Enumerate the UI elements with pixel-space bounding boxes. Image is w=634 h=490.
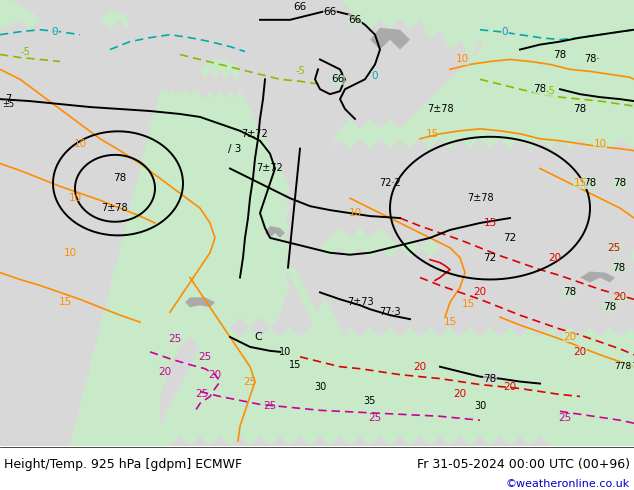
Text: 20: 20 — [413, 362, 427, 372]
Text: 72·2: 72·2 — [379, 178, 401, 188]
Text: 0: 0 — [372, 72, 378, 81]
Text: 15: 15 — [289, 360, 301, 370]
Text: 10: 10 — [593, 139, 607, 148]
Text: 15: 15 — [443, 317, 456, 327]
Polygon shape — [70, 89, 290, 446]
Text: 20: 20 — [614, 293, 626, 302]
Polygon shape — [330, 0, 634, 148]
Text: 7±78: 7±78 — [427, 104, 453, 114]
Text: 7±72: 7±72 — [242, 129, 268, 139]
Text: 25: 25 — [607, 243, 621, 253]
Text: 20: 20 — [453, 390, 467, 399]
Text: 7±78: 7±78 — [101, 203, 128, 213]
Text: -5: -5 — [20, 47, 30, 56]
Text: 78: 78 — [583, 178, 597, 188]
Text: 78: 78 — [613, 178, 626, 188]
Text: 30: 30 — [314, 382, 326, 392]
Text: 7±72: 7±72 — [257, 164, 283, 173]
Text: 25: 25 — [243, 377, 257, 387]
Polygon shape — [340, 0, 634, 139]
Text: 66: 66 — [348, 15, 361, 25]
Text: 30: 30 — [474, 401, 486, 412]
Text: 15: 15 — [573, 178, 586, 188]
Text: -5: -5 — [545, 86, 555, 96]
Text: 25: 25 — [198, 352, 212, 362]
Polygon shape — [100, 10, 130, 30]
Text: 66: 66 — [294, 2, 307, 12]
Text: 20: 20 — [209, 369, 221, 380]
Text: 20: 20 — [474, 287, 486, 297]
Text: 15: 15 — [462, 299, 475, 309]
Text: 25: 25 — [263, 401, 276, 412]
Polygon shape — [265, 226, 285, 238]
Text: 72: 72 — [483, 253, 496, 263]
Text: 66: 66 — [323, 7, 337, 17]
Polygon shape — [370, 28, 410, 49]
Text: -5: -5 — [295, 66, 305, 76]
Text: Fr 31-05-2024 00:00 UTC (00+96): Fr 31-05-2024 00:00 UTC (00+96) — [417, 458, 630, 471]
Text: 10: 10 — [349, 208, 361, 218]
Text: 78: 78 — [483, 373, 496, 384]
Text: 15: 15 — [483, 218, 496, 228]
Text: 0: 0 — [52, 27, 58, 37]
Polygon shape — [160, 228, 634, 446]
Text: 78: 78 — [604, 302, 617, 312]
Text: 10: 10 — [74, 139, 87, 148]
Text: 10: 10 — [68, 193, 82, 203]
Text: 20: 20 — [548, 253, 562, 263]
Text: 0: 0 — [501, 27, 508, 37]
Text: 25: 25 — [559, 413, 572, 423]
Text: 10: 10 — [63, 248, 77, 258]
Text: 78: 78 — [564, 287, 577, 297]
Text: 78: 78 — [612, 263, 626, 272]
Text: 78: 78 — [113, 173, 127, 183]
Text: 778´: 778´ — [614, 362, 634, 371]
Text: C: C — [254, 332, 262, 342]
Polygon shape — [200, 59, 240, 79]
Text: 78: 78 — [533, 84, 547, 94]
Text: 66: 66 — [332, 74, 345, 84]
Text: 72: 72 — [503, 233, 517, 243]
Text: 25: 25 — [169, 334, 181, 344]
Text: 25: 25 — [368, 413, 382, 423]
Text: 25: 25 — [195, 390, 209, 399]
Polygon shape — [0, 0, 40, 30]
Text: 10: 10 — [279, 347, 291, 357]
Text: / 3: / 3 — [228, 144, 242, 154]
Polygon shape — [580, 271, 615, 282]
Text: 7: 7 — [5, 94, 11, 104]
Text: 35: 35 — [364, 396, 376, 406]
Text: 15: 15 — [425, 129, 439, 139]
Text: ©weatheronline.co.uk: ©weatheronline.co.uk — [506, 479, 630, 489]
Text: 20: 20 — [564, 332, 576, 342]
Text: 20: 20 — [503, 382, 517, 392]
Text: 10: 10 — [455, 54, 469, 65]
Text: 78·: 78· — [585, 54, 600, 65]
Text: 20: 20 — [573, 347, 586, 357]
Text: 78: 78 — [553, 49, 567, 59]
Text: 77·3: 77·3 — [379, 307, 401, 317]
Text: 78: 78 — [573, 104, 586, 114]
Text: 7±73: 7±73 — [347, 297, 373, 307]
Text: 7±78: 7±78 — [467, 193, 493, 203]
Polygon shape — [185, 297, 215, 307]
Text: ±5: ±5 — [2, 99, 14, 109]
Text: 20: 20 — [158, 367, 172, 377]
Text: Height/Temp. 925 hPa [gdpm] ECMWF: Height/Temp. 925 hPa [gdpm] ECMWF — [4, 458, 242, 471]
Polygon shape — [285, 268, 345, 377]
Text: 15: 15 — [58, 297, 72, 307]
